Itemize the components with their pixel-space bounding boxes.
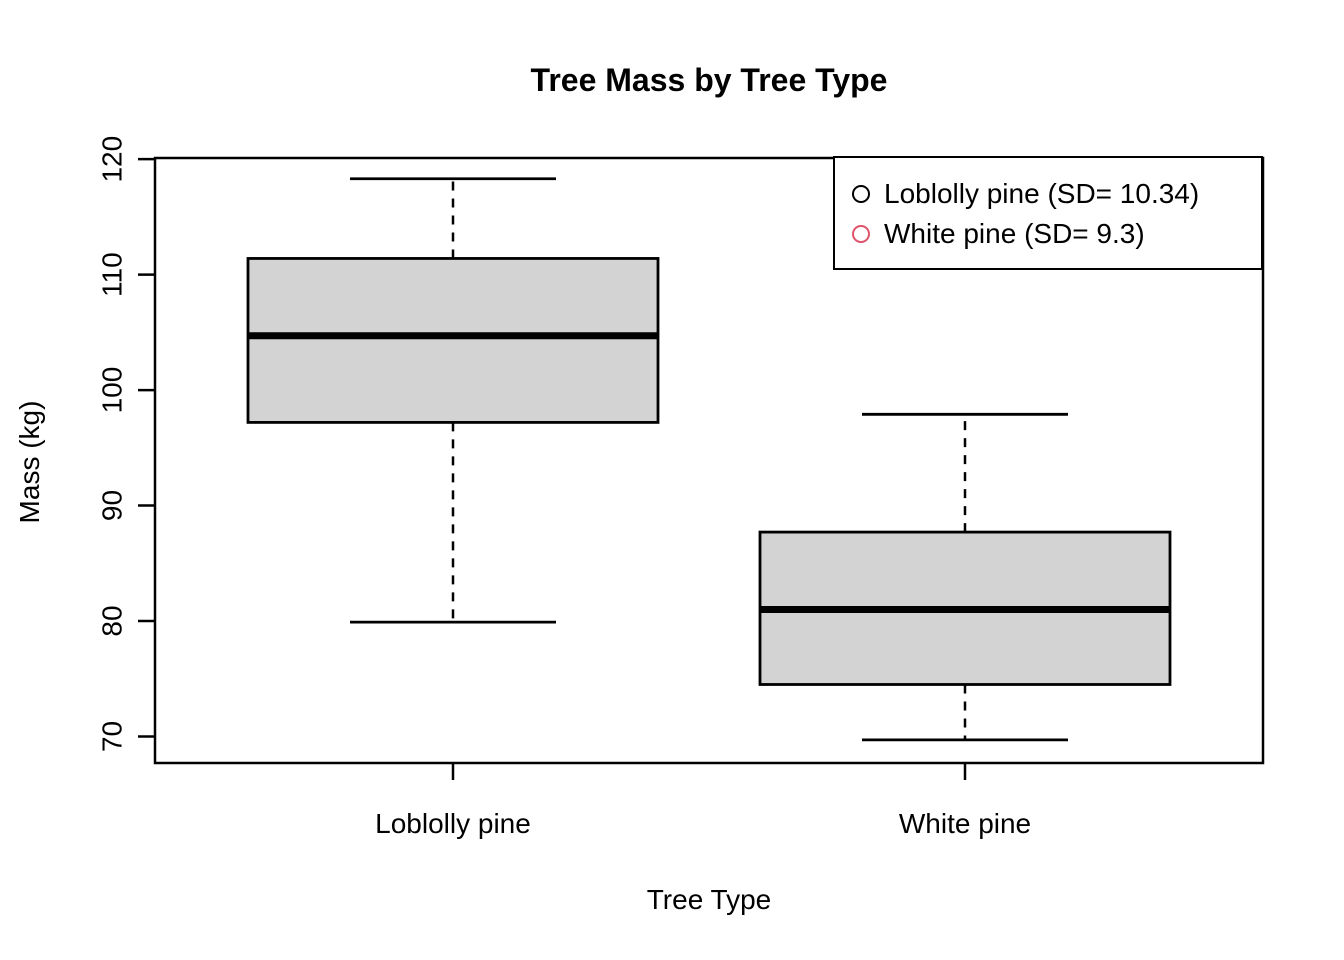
open-circle-icon bbox=[852, 185, 870, 203]
legend-item: Loblolly pine (SD= 10.34) bbox=[835, 174, 1261, 214]
legend-item: White pine (SD= 9.3) bbox=[835, 214, 1261, 254]
x-tick-label: Loblolly pine bbox=[375, 808, 531, 839]
chart-title: Tree Mass by Tree Type bbox=[530, 62, 888, 98]
y-axis-label: Mass (kg) bbox=[14, 400, 45, 524]
y-tick-label: 120 bbox=[97, 136, 128, 183]
y-tick-label: 80 bbox=[97, 605, 128, 636]
x-tick-label: White pine bbox=[899, 808, 1031, 839]
legend-item-label: Loblolly pine (SD= 10.34) bbox=[884, 178, 1200, 209]
y-tick-label: 70 bbox=[97, 721, 128, 752]
plot-border bbox=[153, 156, 1265, 765]
y-tick-label: 90 bbox=[97, 490, 128, 521]
y-tick-label: 110 bbox=[97, 252, 128, 297]
y-tick-label: 100 bbox=[97, 367, 128, 414]
legend-box: Loblolly pine (SD= 10.34) White pine (SD… bbox=[833, 156, 1263, 270]
iqr-box bbox=[246, 257, 660, 424]
x-axis-label: Tree Type bbox=[646, 884, 772, 915]
legend-item-label: White pine (SD= 9.3) bbox=[884, 218, 1145, 249]
open-circle-icon bbox=[852, 225, 870, 243]
